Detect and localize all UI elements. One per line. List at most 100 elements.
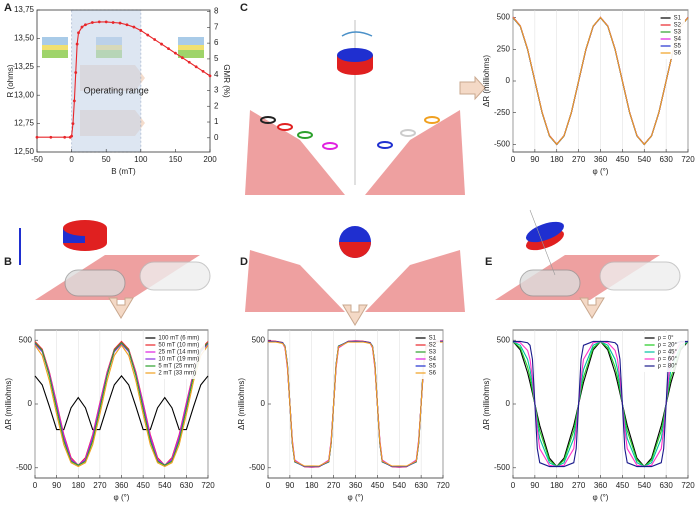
y2-tick-label: 2 (214, 101, 219, 110)
y-axis-label: ΔR (milliohms) (237, 378, 246, 430)
y-tick-label: 13,75 (14, 5, 35, 14)
legend-label: ρ = 20° (658, 343, 678, 349)
data-point (132, 25, 136, 29)
data-point (160, 42, 163, 46)
legend-label: ρ = 80° (658, 364, 678, 370)
legend-label: S4 (429, 357, 437, 363)
x-tick-label: 90 (530, 155, 539, 164)
illustration-c (245, 20, 486, 195)
x-tick-label: 100 (134, 155, 148, 164)
legend-label: S3 (674, 30, 682, 36)
x-axis-label: φ (°) (114, 493, 130, 502)
data-point (90, 21, 94, 24)
legend-label: S6 (674, 51, 682, 57)
illustration-b (19, 220, 211, 319)
legend-label: ρ = 60° (658, 357, 678, 363)
data-point (77, 31, 80, 35)
y-tick-label: 0 (506, 399, 511, 408)
y-tick-label: 13,00 (14, 90, 35, 99)
y2-tick-label: 1 (214, 117, 219, 126)
illustration-e (495, 209, 681, 319)
y2-tick-label: 5 (214, 54, 219, 63)
x-tick-label: 630 (180, 481, 194, 490)
operating-range (71, 9, 142, 153)
data-point (187, 60, 191, 64)
data-point (74, 71, 78, 74)
legend-label: 2 mT (33 mm) (158, 371, 196, 377)
y-tick-label: -500 (16, 463, 33, 472)
data-point (63, 135, 67, 139)
legend-label: 25 mT (14 mm) (158, 350, 199, 356)
x-tick-label: 630 (659, 155, 673, 164)
y2-tick-label: 3 (214, 86, 219, 95)
data-point (201, 69, 205, 73)
legend-label: S1 (674, 16, 682, 22)
legend-label: S4 (674, 37, 682, 43)
panel-label: B (4, 256, 12, 268)
data-point (75, 42, 79, 46)
illustration-d (245, 226, 465, 326)
panel-label: D (240, 256, 248, 268)
legend-box (658, 13, 685, 59)
data-point (153, 38, 157, 41)
x-tick-label: 720 (436, 481, 450, 490)
y-tick-label: 500 (19, 335, 33, 344)
data-point (97, 20, 101, 24)
y-tick-label: 0 (261, 399, 266, 408)
legend-label: ρ = 0° (658, 336, 675, 342)
x-tick-label: 270 (327, 481, 341, 490)
data-point (208, 74, 212, 78)
x-tick-label: 360 (594, 481, 608, 490)
x-tick-label: 270 (93, 481, 107, 490)
y2-tick-label: 6 (214, 38, 219, 47)
legend-label: S2 (429, 343, 437, 349)
data-point (35, 135, 39, 139)
data-point (72, 99, 76, 103)
x-tick-label: 720 (681, 155, 695, 164)
legend-box (143, 333, 205, 379)
x-axis-label: φ (°) (348, 493, 364, 502)
legend-label: ρ = 45° (658, 350, 678, 356)
y-tick-label: 0 (28, 399, 33, 408)
data-point (125, 23, 129, 27)
data-point (180, 56, 184, 60)
y2-tick-label: 8 (214, 7, 219, 16)
x-tick-label: 0 (511, 481, 516, 490)
data-point (84, 23, 87, 27)
y-tick-label: 500 (497, 13, 511, 22)
series-line (512, 16, 689, 146)
x-tick-label: 540 (158, 481, 172, 490)
x-tick-label: 360 (349, 481, 363, 490)
legend-label: S6 (429, 371, 437, 377)
y-tick-label: 12,50 (14, 147, 35, 156)
x-axis-label: B (mT) (111, 167, 136, 176)
x-axis-label: φ (°) (593, 167, 609, 176)
y-axis-label: ΔR (milliohms) (4, 378, 13, 430)
y-tick-label: 0 (506, 76, 511, 85)
y-tick-label: 250 (497, 44, 511, 53)
x-tick-label: 0 (33, 481, 38, 490)
x-tick-label: 0 (511, 155, 516, 164)
x-tick-label: 180 (72, 481, 86, 490)
legend-label: S1 (429, 336, 437, 342)
series-line (34, 341, 209, 466)
y2-axis-label: GMR (%) (222, 64, 231, 98)
y-tick-label: -500 (249, 463, 266, 472)
data-point (104, 20, 108, 24)
y-tick-label: 12,75 (14, 119, 35, 128)
y-tick-label: -500 (494, 463, 511, 472)
legend-label: S5 (429, 364, 437, 370)
panel-label: E (485, 256, 492, 268)
x-tick-label: 450 (616, 155, 630, 164)
y-tick-label: 13,25 (14, 62, 35, 71)
x-tick-label: 270 (572, 481, 586, 490)
data-point (118, 21, 122, 25)
plot-frame (36, 9, 211, 153)
data-point (174, 51, 177, 55)
data-point (80, 25, 84, 29)
legend-box (413, 333, 440, 379)
x-tick-label: 90 (285, 481, 294, 490)
y-tick-label: 13,50 (14, 34, 35, 43)
data-point (194, 65, 198, 69)
